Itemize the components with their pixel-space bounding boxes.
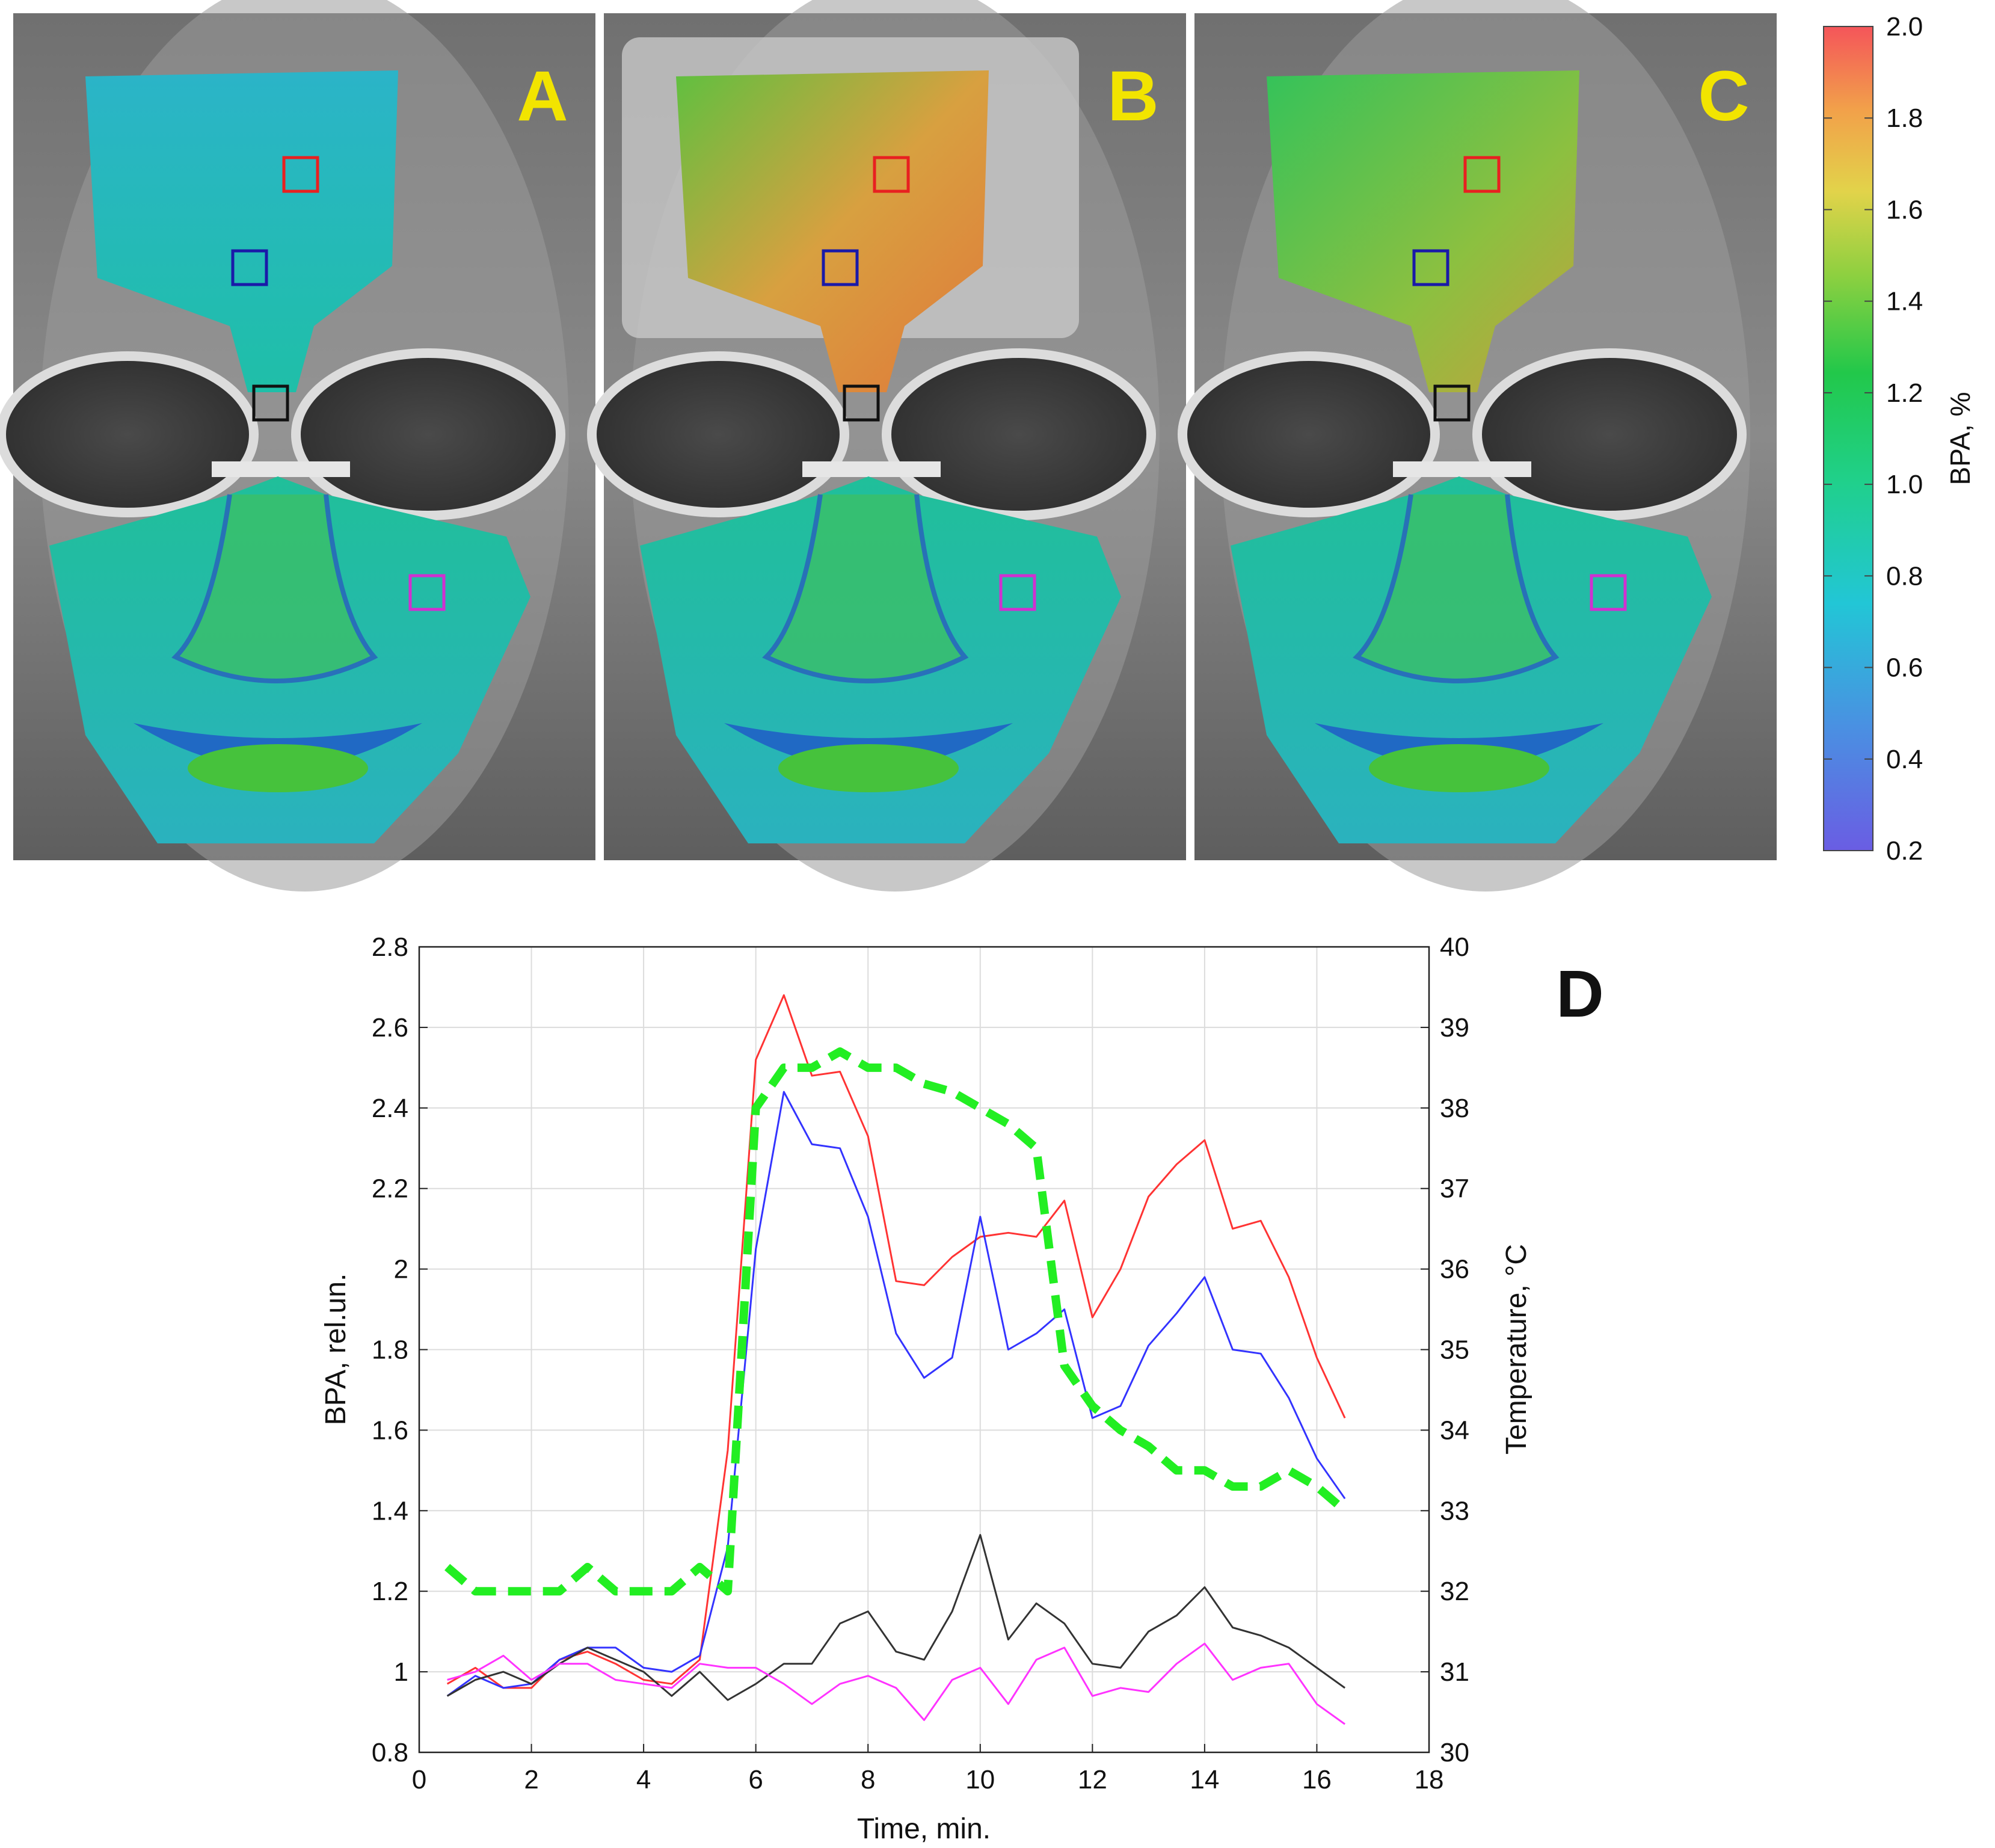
colorbar-tick-label: 0.8: [1886, 561, 1923, 591]
x-tick-label: 2: [524, 1765, 538, 1794]
y-tick-label: 1: [394, 1657, 408, 1687]
y2-tick-label: 39: [1440, 1013, 1469, 1043]
x-tick-label: 12: [1078, 1765, 1107, 1794]
lips-region: [1369, 744, 1549, 792]
colorbar-tick-label: 0.6: [1886, 653, 1923, 683]
forehead-bpa-map: [676, 70, 989, 392]
y2-tick-label: 40: [1440, 932, 1469, 962]
y-tick-label: 1.6: [372, 1415, 408, 1445]
colorbar-tick-label: 1.6: [1886, 195, 1923, 224]
colorbar-gradient: [1823, 26, 1874, 851]
y2-tick-label: 36: [1440, 1255, 1469, 1284]
x-axis-label: Time, min.: [857, 1813, 991, 1845]
lips-region: [778, 744, 959, 792]
y2-tick-label: 35: [1440, 1335, 1469, 1365]
y2-tick-label: 33: [1440, 1496, 1469, 1526]
nose-region: [171, 494, 378, 683]
roi-red: [873, 156, 910, 193]
roi-black: [1433, 384, 1471, 422]
series-line-3: [446, 1534, 1345, 1701]
forehead-bpa-map: [1267, 70, 1579, 392]
roi-black: [252, 384, 289, 422]
x-axis-ticks: 0 2 4 6 8 10 12 14 16 18: [412, 1744, 1444, 1794]
roi-blue: [231, 249, 268, 286]
colorbar-tick-label: 1.2: [1886, 378, 1923, 408]
panel-label-c: C: [1698, 57, 1749, 136]
y-tick-label: 0.8: [372, 1738, 408, 1767]
colorbar-tick-label: 2.0: [1886, 12, 1923, 42]
goggle-lens-right: [882, 348, 1156, 520]
lips-region: [188, 744, 368, 792]
y2-axis-ticks: 30 31 32 33 34 35 36 37 38 39 40: [1421, 932, 1469, 1767]
panel-label-a: A: [517, 57, 568, 136]
roi-red: [1463, 156, 1501, 193]
roi-black: [843, 384, 880, 422]
y-tick-label: 1.2: [372, 1577, 408, 1606]
y-axis-label: BPA, rel.un.: [320, 1274, 352, 1426]
goggle-bridge: [802, 461, 941, 477]
goggle-lens-left: [0, 351, 259, 517]
goggle-bridge: [1393, 461, 1531, 477]
series-line-4: [447, 1642, 1345, 1725]
y2-tick-label: 30: [1440, 1738, 1469, 1767]
panel-d-label: D: [1556, 957, 1603, 1031]
line-chart: 0 2 4 6 8 10 12 14 16 18 0.8 1 1.2 1.4 1.6 1.8 2 2.2 2.4 2…: [320, 932, 1604, 1845]
colorbar-tick-label: 1.4: [1886, 287, 1923, 316]
colorbar-tick-label: 1.8: [1886, 103, 1923, 133]
colorbar-label: BPA, %: [1944, 392, 1976, 485]
goggle-bridge: [212, 461, 350, 477]
roi-red: [282, 156, 319, 193]
goggle-lens-right: [1472, 348, 1747, 520]
colorbar-tick-label: 1.0: [1886, 470, 1923, 499]
goggle-lens-left: [587, 351, 849, 517]
colorbar: 2.0 1.8 1.6 1.4 1.2 1.0 0.8 0.6 0.4 0.2 BPA, %: [1823, 12, 1976, 866]
y-tick-label: 2.8: [372, 932, 408, 962]
colorbar-tick-label: 0.2: [1886, 836, 1923, 866]
roi-blue: [1412, 249, 1449, 286]
y-tick-label: 2.6: [372, 1013, 408, 1043]
panel-label-b: B: [1107, 57, 1158, 136]
panel-b: B: [587, 0, 1186, 892]
nose-region: [1353, 494, 1560, 683]
roi-magenta: [1590, 574, 1627, 611]
x-tick-label: 4: [636, 1765, 651, 1794]
roi-magenta: [408, 574, 446, 611]
y-tick-label: 1.4: [372, 1496, 408, 1526]
colorbar-tick-label: 0.4: [1886, 745, 1923, 774]
y2-tick-label: 38: [1440, 1094, 1469, 1123]
y2-tick-label: 37: [1440, 1174, 1469, 1204]
y2-tick-label: 34: [1440, 1415, 1469, 1445]
x-tick-label: 6: [748, 1765, 763, 1794]
panel-a: A: [0, 0, 595, 892]
y-tick-label: 2.2: [372, 1174, 408, 1204]
x-tick-label: 10: [965, 1765, 995, 1794]
roi-blue: [822, 249, 859, 286]
y-tick-label: 2: [394, 1255, 408, 1284]
y2-axis-label: Temperature, °C: [1501, 1244, 1532, 1455]
forehead-bpa-map: [85, 70, 398, 392]
y-tick-label: 2.4: [372, 1094, 408, 1123]
series-line-1: [446, 994, 1346, 1689]
image-panels: A B C: [0, 0, 1777, 892]
colorbar-ticks: 2.0 1.8 1.6 1.4 1.2 1.0 0.8 0.6 0.4 0.2: [1824, 12, 1923, 866]
x-tick-label: 14: [1190, 1765, 1219, 1794]
x-tick-label: 0: [412, 1765, 426, 1794]
y2-tick-label: 32: [1440, 1577, 1469, 1606]
series-line-5: [444, 1047, 1348, 1596]
y2-tick-label: 31: [1440, 1657, 1469, 1687]
y-tick-label: 1.8: [372, 1335, 408, 1365]
roi-magenta: [999, 574, 1036, 611]
x-tick-label: 16: [1302, 1765, 1332, 1794]
series-line-2: [446, 1091, 1346, 1697]
panel-c: C: [1178, 0, 1777, 892]
series-layer: [444, 994, 1348, 1725]
goggle-lens-right: [291, 348, 565, 520]
nose-region: [762, 494, 969, 683]
y-axis-ticks: 0.8 1 1.2 1.4 1.6 1.8 2 2.2 2.4 2.6 2.8: [372, 932, 428, 1767]
x-tick-label: 8: [861, 1765, 875, 1794]
goggle-lens-left: [1178, 351, 1440, 517]
x-tick-label: 18: [1415, 1765, 1444, 1794]
